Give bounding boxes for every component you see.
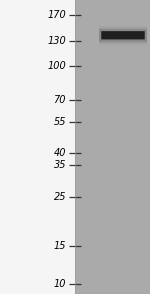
FancyBboxPatch shape [99, 28, 147, 43]
Text: 10: 10 [54, 279, 66, 289]
Text: 15: 15 [54, 240, 66, 250]
Text: 55: 55 [54, 117, 66, 127]
Text: 35: 35 [54, 160, 66, 170]
Text: 40: 40 [54, 148, 66, 158]
Bar [75, 0, 150, 294]
FancyBboxPatch shape [101, 31, 145, 39]
Text: 130: 130 [47, 36, 66, 46]
Text: 170: 170 [47, 10, 66, 20]
Text: 70: 70 [54, 95, 66, 105]
Bar [0, 0, 75, 294]
Text: 25: 25 [54, 192, 66, 202]
Text: 100: 100 [47, 61, 66, 71]
FancyBboxPatch shape [99, 29, 147, 41]
